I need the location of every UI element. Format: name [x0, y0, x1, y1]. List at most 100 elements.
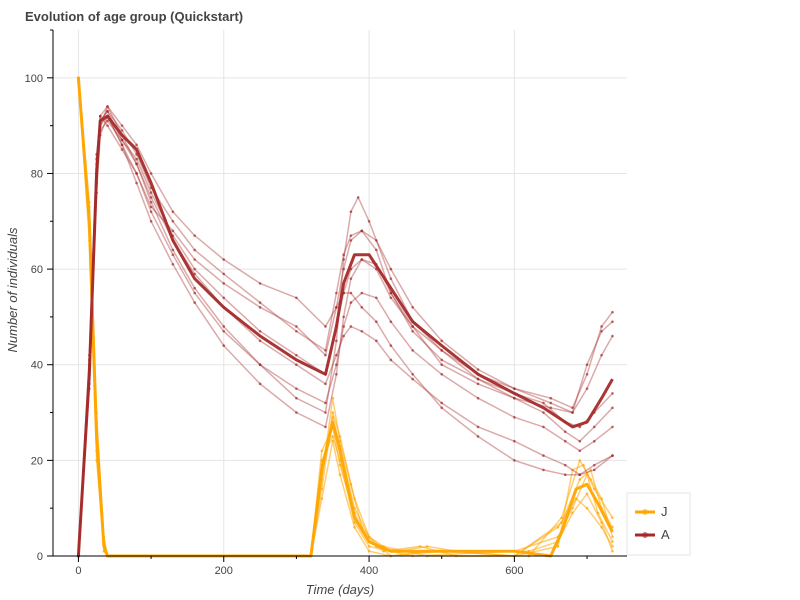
data-point: [342, 325, 345, 328]
data-point: [600, 329, 603, 333]
data-point: [375, 248, 378, 252]
data-point: [593, 463, 596, 467]
data-point: [600, 497, 603, 500]
chart-title: Evolution of age group (Quickstart): [25, 9, 243, 24]
x-tick-label: 200: [215, 565, 233, 577]
data-point: [549, 401, 553, 405]
data-point: [258, 282, 262, 285]
data-point: [222, 296, 226, 300]
data-point: [375, 339, 378, 343]
data-point: [571, 411, 574, 414]
data-point: [171, 248, 175, 252]
series-A-mean: [76, 114, 614, 557]
legend-item-A: A: [635, 527, 670, 542]
data-point: [367, 535, 371, 539]
legend-marker: [642, 509, 648, 515]
data-point: [120, 143, 124, 147]
data-point: [149, 191, 153, 194]
data-point: [353, 497, 356, 500]
data-point: [513, 439, 516, 443]
data-point: [171, 253, 175, 257]
data-point: [389, 320, 393, 323]
data-point: [556, 545, 560, 548]
data-point: [342, 267, 345, 271]
data-point: [556, 526, 560, 529]
data-point: [571, 468, 574, 472]
data-point: [149, 205, 153, 209]
data-point: [578, 478, 582, 481]
data-point: [367, 545, 371, 548]
data-point: [375, 239, 378, 242]
legend-box: [626, 492, 691, 556]
data-point: [324, 411, 327, 414]
data-point: [476, 368, 480, 371]
data-point: [440, 372, 444, 376]
data-point: [418, 545, 422, 548]
series-line: [77, 115, 613, 557]
data-point: [440, 339, 444, 343]
data-point: [331, 416, 335, 419]
legend-item-J: J: [635, 504, 668, 519]
data-point: [389, 277, 393, 280]
data-point: [222, 272, 226, 276]
data-point: [563, 430, 567, 433]
series-line: [76, 114, 614, 557]
data-point: [120, 129, 124, 132]
x-tick-label: 400: [360, 565, 378, 577]
data-point: [331, 396, 335, 400]
data-point: [320, 449, 324, 453]
series-line: [77, 77, 614, 557]
data-point: [353, 526, 356, 529]
data-point: [611, 516, 614, 520]
data-point: [367, 219, 371, 223]
data-point: [389, 267, 393, 271]
series-A-run: [77, 109, 614, 558]
data-point: [324, 325, 327, 328]
data-point: [411, 372, 414, 376]
data-point: [349, 291, 353, 295]
data-point: [411, 306, 414, 309]
data-point: [356, 196, 360, 199]
data-point: [149, 196, 153, 199]
data-point: [349, 234, 353, 237]
data-point: [135, 172, 138, 175]
x-tick-label: 0: [75, 565, 81, 577]
data-point: [513, 459, 516, 462]
data-point: [382, 549, 385, 553]
data-point: [574, 497, 578, 500]
data-point: [440, 401, 444, 405]
data-point: [360, 306, 364, 309]
data-point: [440, 406, 444, 410]
data-point: [338, 473, 342, 477]
data-point: [611, 392, 614, 395]
data-point: [411, 349, 414, 352]
data-point: [222, 258, 226, 261]
data-point: [585, 506, 589, 510]
data-point: [106, 109, 109, 113]
data-point: [324, 349, 327, 352]
data-point: [563, 473, 567, 477]
data-point: [106, 105, 109, 108]
x-axis-label: Time (days): [306, 582, 375, 597]
data-point: [349, 210, 353, 214]
data-point: [258, 339, 262, 343]
data-point: [335, 372, 338, 376]
data-point: [476, 435, 480, 438]
data-point: [149, 210, 153, 214]
series-J-mean: [76, 77, 614, 558]
axes: 0 200 400 600 0 20 40 60 80 100: [25, 29, 627, 577]
data-point: [222, 344, 226, 347]
data-point: [331, 411, 335, 414]
data-point: [585, 363, 589, 367]
data-point: [411, 325, 414, 328]
data-point: [258, 363, 262, 367]
data-point: [149, 172, 153, 175]
data-point: [331, 435, 335, 438]
data-point: [193, 291, 196, 295]
data-point: [476, 382, 480, 386]
y-tick-label: 20: [31, 455, 43, 467]
data-point: [389, 291, 393, 295]
data-point: [563, 439, 567, 443]
series-J-run: [77, 76, 614, 558]
data-point: [193, 267, 196, 271]
